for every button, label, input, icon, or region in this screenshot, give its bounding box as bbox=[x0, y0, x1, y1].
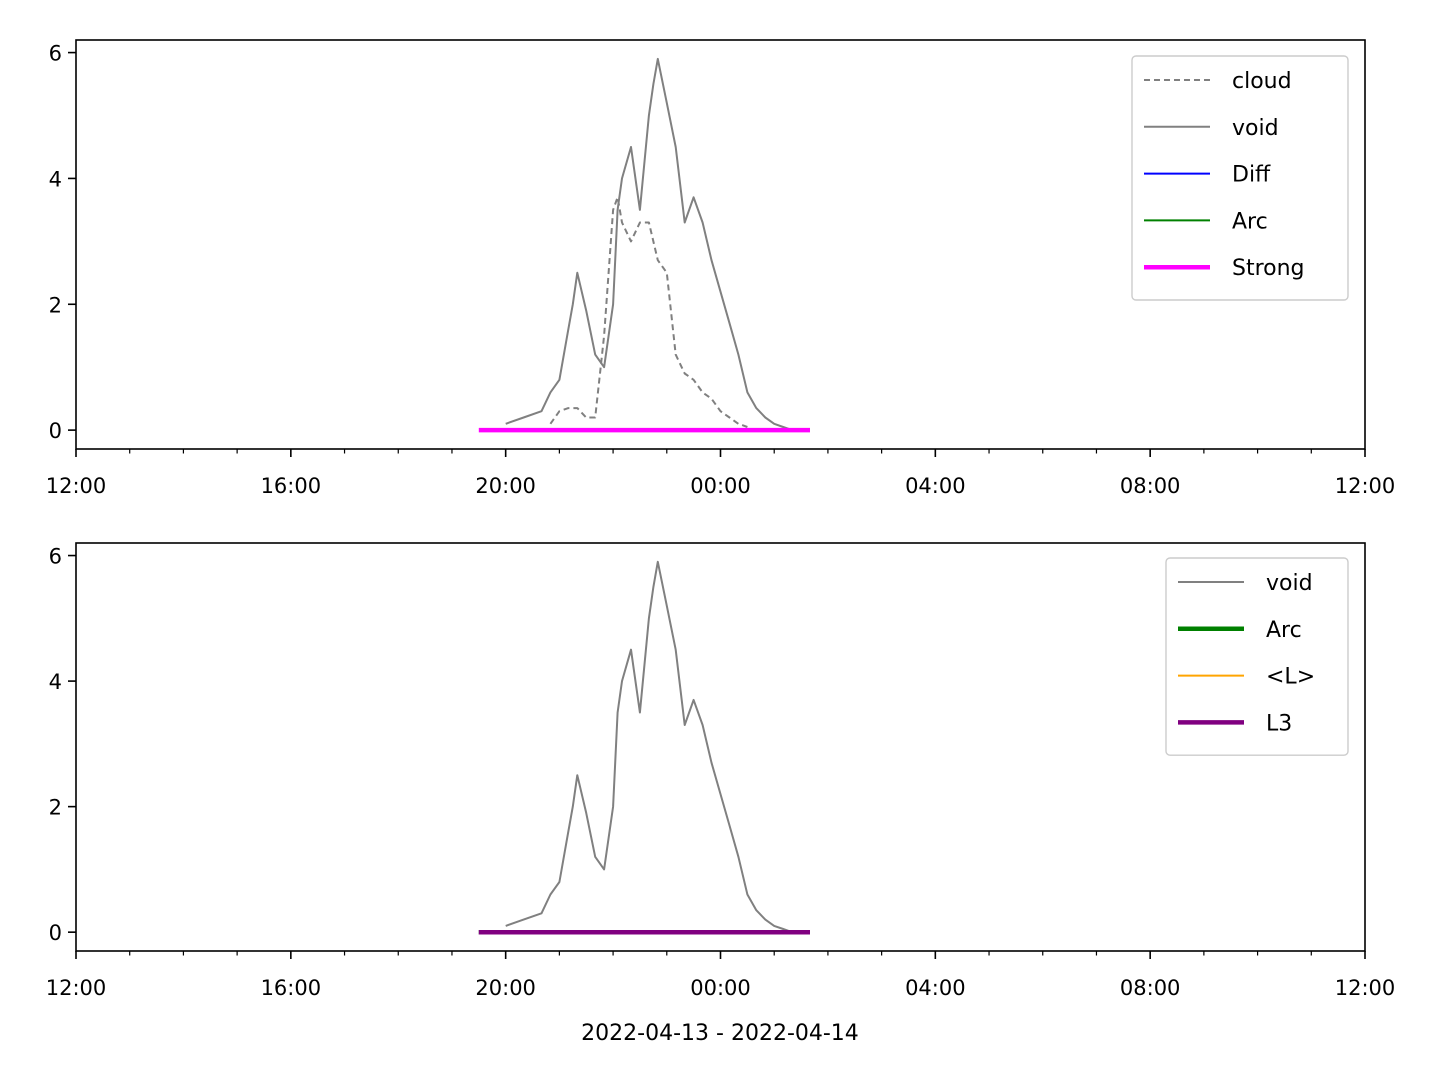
x-tick-label: 04:00 bbox=[905, 474, 966, 498]
y-tick-label: 4 bbox=[49, 167, 62, 191]
y-tick-label: 6 bbox=[49, 545, 62, 569]
x-tick-label: 00:00 bbox=[690, 474, 751, 498]
y-tick-label: 4 bbox=[49, 670, 62, 694]
legend-label-arc: Arc bbox=[1266, 618, 1302, 643]
x-tick-label: 12:00 bbox=[46, 474, 107, 498]
x-tick-label: 00:00 bbox=[690, 976, 751, 1000]
legend-frame bbox=[1131, 55, 1349, 301]
legend: void Arc <L> L3 bbox=[1165, 557, 1349, 756]
x-tick-label: 20:00 bbox=[475, 976, 536, 1000]
legend-label-arc: Arc bbox=[1232, 209, 1268, 234]
legend-label-void: void bbox=[1266, 571, 1313, 596]
y-tick-label: 2 bbox=[49, 293, 62, 317]
x-axis-label: 2022-04-13 - 2022-04-14 bbox=[581, 1021, 859, 1046]
legend-label-l: <L> bbox=[1266, 665, 1315, 690]
legend-label-cloud: cloud bbox=[1232, 69, 1292, 94]
legend-label-diff: Diff bbox=[1232, 163, 1271, 188]
legend-label-l3: L3 bbox=[1266, 711, 1292, 736]
legend-frame bbox=[1165, 557, 1349, 756]
y-tick-label: 6 bbox=[49, 42, 62, 66]
y-tick-label: 0 bbox=[49, 921, 62, 945]
x-tick-label: 12:00 bbox=[1335, 474, 1396, 498]
top-panel: 12:00 16:00 20:00 00:00 04:00 08:00 12:00 0 2 4 6 c… bbox=[46, 39, 1396, 498]
plot-area bbox=[478, 57, 810, 433]
legend: cloud void Diff Arc Strong bbox=[1131, 55, 1349, 301]
x-tick-label: 16:00 bbox=[261, 976, 322, 1000]
series-line-cloud bbox=[549, 196, 748, 428]
x-tick-label: 12:00 bbox=[46, 976, 107, 1000]
y-tick-label: 0 bbox=[49, 419, 62, 443]
y-tick-label: 2 bbox=[49, 796, 62, 820]
series-line-void bbox=[505, 57, 793, 432]
bottom-panel: 12:00 16:00 20:00 00:00 04:00 08:00 12:00 0 2 4 6 v… bbox=[46, 542, 1396, 1000]
x-tick-label: 04:00 bbox=[905, 976, 966, 1000]
x-tick-label: 12:00 bbox=[1335, 976, 1396, 1000]
x-tick-label: 20:00 bbox=[475, 474, 536, 498]
x-tick-label: 08:00 bbox=[1120, 474, 1181, 498]
plot-area bbox=[478, 560, 810, 935]
legend-label-void: void bbox=[1232, 116, 1279, 141]
series-line-void bbox=[505, 560, 793, 934]
x-tick-label: 08:00 bbox=[1120, 976, 1181, 1000]
legend-label-strong: Strong bbox=[1232, 256, 1305, 281]
x-tick-label: 16:00 bbox=[261, 474, 322, 498]
